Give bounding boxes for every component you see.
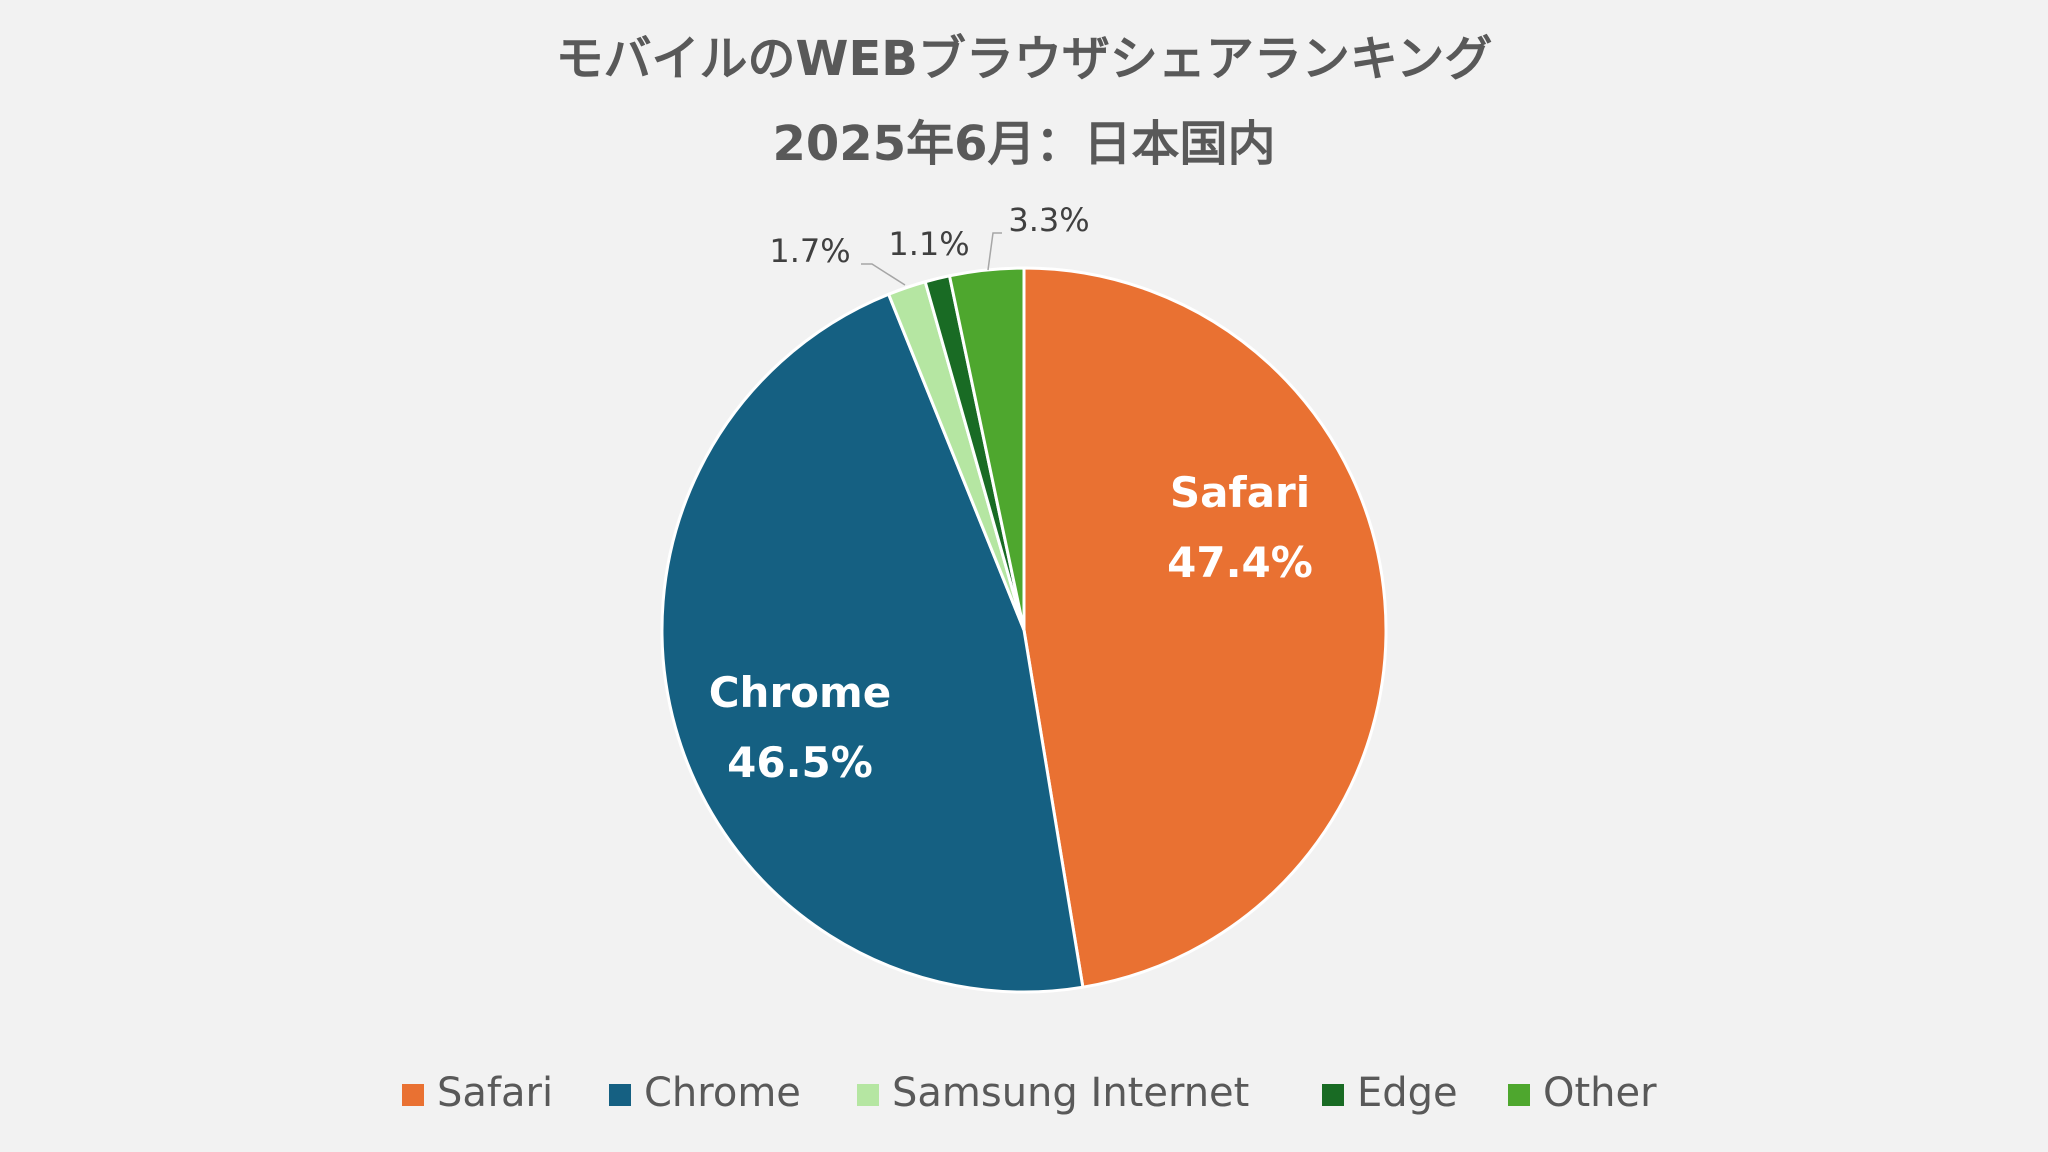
leader-line-other [987,232,1002,271]
slice-value-label-samsung-internet: 1.7% [769,232,850,270]
slice-value-label-other: 3.3% [1008,201,1089,239]
pie-slice-chrome [660,292,1085,994]
legend-label-chrome: Chrome [644,1070,801,1116]
slice-value-label-chrome: 46.5% [727,738,873,787]
legend-label-samsung-internet: Samsung Internet [892,1070,1249,1116]
chart-subtitle: 2025年6月：日本国内 [773,116,1276,172]
legend-swatch-chrome [609,1084,631,1106]
legend-label-edge: Edge [1357,1070,1458,1116]
pie-slices [660,266,1388,994]
legend-item-chrome: Chrome [609,1070,801,1116]
pie-slice-safari [1022,266,1388,989]
slice-category-label-chrome: Chrome [709,668,892,717]
legend-item-edge: Edge [1322,1070,1458,1116]
legend-swatch-other [1508,1084,1530,1106]
chart-title: モバイルのWEBブラウザシェアランキング [556,31,1493,87]
leader-lines [861,232,1002,286]
leader-line-samsung-internet [861,263,906,286]
legend-item-safari: Safari [402,1070,553,1116]
legend-label-other: Other [1543,1070,1657,1116]
data-labels: Safari 47.4% Chrome 46.5% 1.7% 1.1% 3.3% [709,201,1313,787]
slice-category-label-safari: Safari [1170,468,1310,517]
legend: Safari Chrome Samsung Internet Edge Other [402,1070,1657,1116]
legend-item-other: Other [1508,1070,1657,1116]
slice-value-label-edge: 1.1% [888,225,969,263]
legend-label-safari: Safari [437,1070,553,1116]
slice-value-label-safari: 47.4% [1167,538,1313,587]
legend-swatch-samsung-internet [857,1084,879,1106]
legend-item-samsung-internet: Samsung Internet [857,1070,1249,1116]
legend-swatch-safari [402,1084,424,1106]
pie-slice-other [947,266,1026,632]
legend-swatch-edge [1322,1084,1344,1106]
